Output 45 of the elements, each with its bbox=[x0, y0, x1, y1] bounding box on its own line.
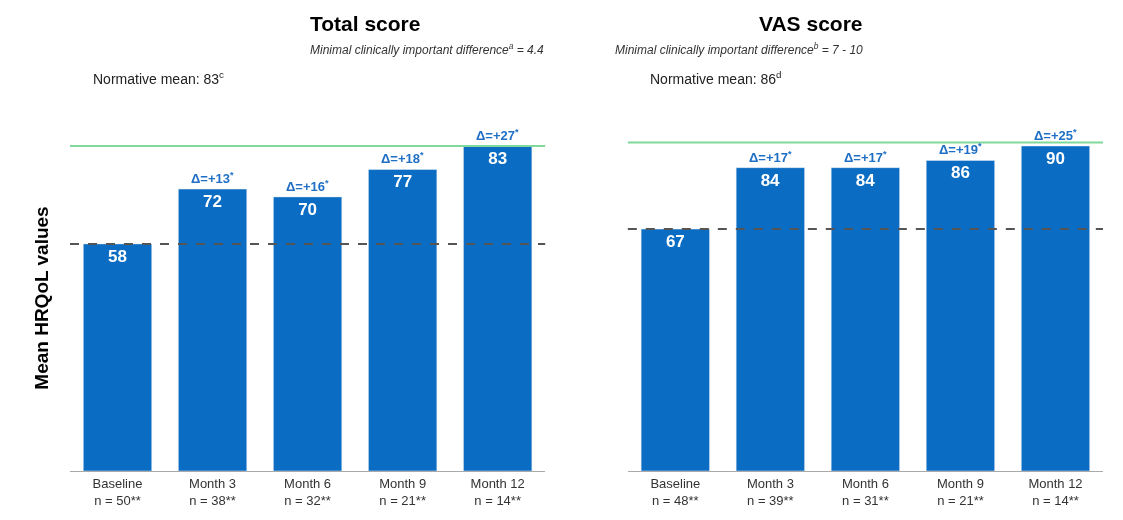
x-tick-label: Month 12 n = 14** bbox=[470, 475, 525, 508]
bar bbox=[83, 243, 152, 471]
x-tick-label: Month 3 n = 38** bbox=[189, 475, 237, 508]
bar bbox=[273, 196, 343, 471]
data-label: 77 bbox=[393, 172, 413, 192]
x-tick-label: Month 6 n = 31** bbox=[841, 475, 889, 508]
data-label: 70 bbox=[298, 199, 318, 219]
bar bbox=[463, 145, 533, 471]
data-label: 58 bbox=[108, 246, 127, 266]
text: Normative mean: 86$^{d}$ bbox=[650, 69, 782, 87]
x-tick-label: Month 6 n = 32** bbox=[284, 475, 332, 508]
x-tick-label: Month 3 n = 39** bbox=[746, 475, 794, 508]
x-tick-label: Baseline n = 48** bbox=[650, 475, 701, 508]
bar bbox=[368, 169, 438, 471]
data-label: 84 bbox=[760, 170, 781, 190]
chart-title: Total score bbox=[310, 12, 421, 35]
chart-subtitle: Minimal clinically important difference$^{a}$ = 4.4 bbox=[310, 41, 545, 58]
annotation: Δ=+16$^{*}$ bbox=[286, 178, 329, 195]
y-axis-title: Mean HRQoL values bbox=[30, 206, 52, 390]
data-label: 72 bbox=[203, 192, 223, 212]
bar bbox=[925, 160, 995, 471]
annotation: Δ=+27$^{*}$ bbox=[476, 127, 519, 144]
bar bbox=[735, 167, 805, 471]
bar bbox=[1021, 145, 1090, 471]
x-tick-label: Baseline n = 50** bbox=[92, 475, 143, 508]
data-label: 67 bbox=[665, 232, 685, 252]
chart-title: VAS score bbox=[759, 12, 863, 35]
annotation: Δ=+17$^{*}$ bbox=[844, 149, 887, 166]
annotation: Δ=+19$^{*}$ bbox=[939, 141, 982, 158]
data-label: 86 bbox=[950, 163, 970, 183]
bar bbox=[640, 228, 710, 471]
bar bbox=[178, 188, 248, 471]
data-label: 84 bbox=[855, 170, 876, 190]
text: Normative mean: 83$^{c}$ bbox=[93, 69, 225, 87]
annotation: Δ=+13$^{*}$ bbox=[191, 170, 234, 187]
annotation: Δ=+18$^{*}$ bbox=[381, 150, 424, 167]
x-tick-label: Month 12 n = 14** bbox=[1028, 475, 1083, 508]
x-tick-label: Month 9 n = 21** bbox=[936, 475, 984, 508]
data-label: 83 bbox=[488, 149, 508, 168]
annotation: Δ=+17$^{*}$ bbox=[749, 149, 792, 166]
bar bbox=[830, 167, 900, 471]
chart-subtitle: Minimal clinically important difference$^{b}$ = 7 - 10 bbox=[615, 41, 864, 58]
data-label: 90 bbox=[1046, 149, 1065, 168]
annotation: Δ=+25$^{*}$ bbox=[1034, 127, 1077, 144]
x-tick-label: Month 9 n = 21** bbox=[379, 475, 427, 508]
